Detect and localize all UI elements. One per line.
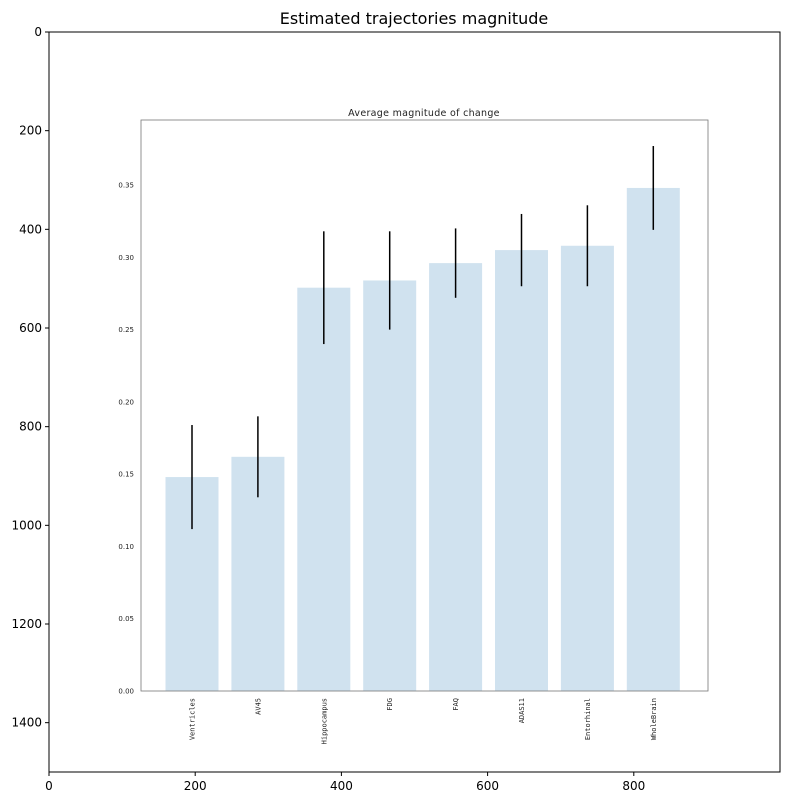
bar-wholebrain <box>626 187 680 691</box>
category-label: FAQ <box>452 698 460 711</box>
outer-x-ticks: 0 200 400 600 800 <box>45 772 645 793</box>
category-label: FDG <box>386 698 394 711</box>
inner-y-tick-label: 0.05 <box>118 615 134 623</box>
bar-hippocampus <box>297 287 351 691</box>
outer-y-tick-label: 800 <box>19 420 42 434</box>
outer-x-tick-label: 0 <box>45 779 53 793</box>
outer-y-tick-label: 200 <box>19 124 42 138</box>
inner-y-tick-label: 0.35 <box>118 182 134 190</box>
bar-adas11 <box>495 250 548 692</box>
bar-fdg <box>363 280 417 691</box>
inner-axes-frame <box>140 119 709 692</box>
outer-x-tick-label: 800 <box>622 779 645 793</box>
outer-x-tick-label: 200 <box>184 779 207 793</box>
outer-y-ticks: 0 200 400 600 800 1000 1200 1400 <box>11 25 49 730</box>
category-label: ADAS11 <box>518 698 526 723</box>
category-label: Entorhinal <box>584 698 592 740</box>
outer-y-tick-label: 1000 <box>11 518 42 532</box>
outer-y-tick-label: 600 <box>19 321 42 335</box>
category-label: WholeBrain <box>650 698 658 740</box>
outer-y-tick-label: 1400 <box>11 716 42 730</box>
inner-y-tick-label: 0.20 <box>118 398 134 406</box>
outer-x-tick-label: 600 <box>476 779 499 793</box>
bar-entorhinal <box>560 245 614 691</box>
bar-faq <box>429 263 483 691</box>
inner-y-tick-label: 0.30 <box>118 254 134 262</box>
category-label: Hippocampus <box>320 698 328 744</box>
inner-y-tick-label: 0.10 <box>118 543 134 551</box>
bars-group <box>165 187 680 692</box>
inner-y-tick-label: 0.15 <box>118 471 134 479</box>
error-bars-group <box>191 146 655 530</box>
inner-y-ticks: 0.00 0.05 0.10 0.15 0.20 0.25 0.30 0.35 <box>118 182 134 696</box>
category-label: AV45 <box>254 698 262 715</box>
category-labels: Ventricles AV45 Hippocampus FDG FAQ ADAS11 Ent… <box>189 698 658 744</box>
inner-chart-title: Average magnitude of change <box>348 108 500 119</box>
outer-y-tick-label: 0 <box>34 25 42 39</box>
outer-y-tick-label: 1200 <box>11 617 42 631</box>
outer-x-tick-label: 400 <box>330 779 353 793</box>
outer-chart-title: Estimated trajectories magnitude <box>280 9 549 28</box>
category-label: Ventricles <box>189 698 197 740</box>
inner-y-tick-label: 0.25 <box>118 326 134 334</box>
outer-y-tick-label: 400 <box>19 222 42 236</box>
inner-y-tick-label: 0.00 <box>118 688 134 696</box>
